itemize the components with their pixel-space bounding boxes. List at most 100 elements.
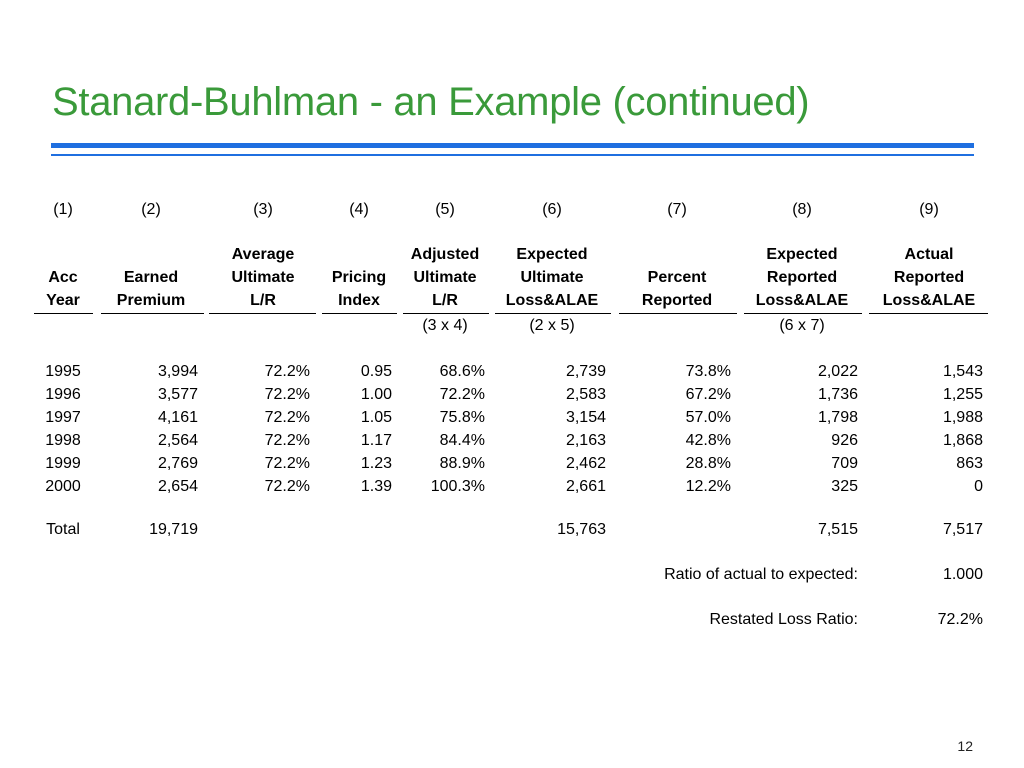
table-cell: 2,163 (565, 432, 606, 449)
column-number: (4) (349, 201, 369, 218)
column-header-line: Adjusted (410, 246, 480, 263)
table-cell: 4,161 (157, 409, 198, 426)
table-cell: 72.2% (264, 363, 310, 380)
table-cell: 2,654 (157, 478, 198, 495)
table-cell: 709 (831, 455, 858, 472)
table-cell: 75.8% (439, 409, 485, 426)
column-number: (3) (253, 201, 273, 218)
table-cell: 1996 (45, 386, 81, 403)
header-underline (869, 313, 988, 314)
table-cell: 72.2% (264, 455, 310, 472)
column-header-line: Ultimate (231, 269, 295, 286)
table-cell: 1999 (45, 455, 81, 472)
table-cell: 1,543 (942, 363, 983, 380)
table-cell: 926 (831, 432, 858, 449)
table-cell: 3,154 (565, 409, 606, 426)
table-cell: 72.2% (264, 386, 310, 403)
table-cell: 0.95 (360, 363, 392, 380)
table-cell: 1,255 (942, 386, 983, 403)
table-cell: 1995 (45, 363, 81, 380)
header-underline (101, 313, 204, 314)
column-header-line: Loss&ALAE (882, 292, 976, 309)
column-header-line: Expected (516, 246, 588, 263)
table-cell: 1.17 (360, 432, 392, 449)
table-cell: 1,868 (942, 432, 983, 449)
column-header-line: Actual (904, 246, 954, 263)
column-header-line: Acc (48, 269, 78, 286)
table-cell: 3,577 (157, 386, 198, 403)
column-number: (2) (141, 201, 161, 218)
column-formula: (3 x 4) (422, 317, 468, 334)
column-header-line: Loss&ALAE (505, 292, 599, 309)
slide-title: Stanard-Buhlman - an Example (continued) (52, 80, 810, 124)
table-cell: 12.2% (685, 478, 731, 495)
table-cell: 2,769 (157, 455, 198, 472)
table-cell: 2,022 (817, 363, 858, 380)
title-rule-thin (51, 154, 974, 156)
restated-loss-ratio-label: Restated Loss Ratio: (709, 611, 858, 628)
table-cell: 42.8% (685, 432, 731, 449)
column-number: (8) (792, 201, 812, 218)
header-underline (34, 313, 93, 314)
title-rule-thick (51, 143, 974, 148)
column-header-line: Expected (766, 246, 838, 263)
column-header-line: Reported (893, 269, 965, 286)
column-formula: (6 x 7) (779, 317, 825, 334)
column-number: (6) (542, 201, 562, 218)
column-formula: (2 x 5) (529, 317, 575, 334)
column-header-line: Premium (116, 292, 186, 309)
table-cell: 100.3% (430, 478, 485, 495)
header-underline (619, 313, 737, 314)
column-number: (5) (435, 201, 455, 218)
table-cell: 2,462 (565, 455, 606, 472)
column-header-line: Average (231, 246, 295, 263)
table-cell: 88.9% (439, 455, 485, 472)
header-underline (744, 313, 862, 314)
column-header-line: Reported (641, 292, 713, 309)
column-header-line: Pricing (331, 269, 387, 286)
header-underline (322, 313, 397, 314)
table-cell: 72.2% (264, 478, 310, 495)
column-header-line: Earned (123, 269, 179, 286)
column-header-line: L/R (432, 292, 458, 309)
table-cell: 1.05 (360, 409, 392, 426)
table-cell: 1,798 (817, 409, 858, 426)
column-number: (1) (53, 201, 73, 218)
ratio-label: Ratio of actual to expected: (664, 566, 858, 583)
table-cell: 2,739 (565, 363, 606, 380)
column-header-line: Year (46, 292, 80, 309)
column-header-line: Loss&ALAE (755, 292, 849, 309)
table-cell: 863 (956, 455, 983, 472)
total-label: Total (46, 521, 80, 538)
column-header-line: Ultimate (520, 269, 584, 286)
table-cell: 1,988 (942, 409, 983, 426)
table-cell: 1998 (45, 432, 81, 449)
table-cell: 3,994 (157, 363, 198, 380)
header-underline (403, 313, 489, 314)
table-cell: 1.23 (360, 455, 392, 472)
page-number: 12 (957, 738, 973, 754)
table-cell: 84.4% (439, 432, 485, 449)
table-cell: 1.39 (360, 478, 392, 495)
table-cell: 2000 (45, 478, 81, 495)
table-cell: 2,661 (565, 478, 606, 495)
column-header-line: L/R (250, 292, 276, 309)
header-underline (495, 313, 611, 314)
table-cell: 1,736 (817, 386, 858, 403)
table-cell: 72.2% (264, 409, 310, 426)
total-cell: 15,763 (557, 521, 606, 538)
header-underline (209, 313, 316, 314)
table-cell: 2,564 (157, 432, 198, 449)
column-number: (7) (667, 201, 687, 218)
table-cell: 1997 (45, 409, 81, 426)
table-cell: 1.00 (360, 386, 392, 403)
table-cell: 67.2% (685, 386, 731, 403)
restated-loss-ratio-value: 72.2% (937, 611, 983, 628)
table-cell: 57.0% (685, 409, 731, 426)
table-cell: 72.2% (264, 432, 310, 449)
total-cell: 7,515 (817, 521, 858, 538)
total-cell: 19,719 (149, 521, 198, 538)
table-cell: 0 (974, 478, 983, 495)
column-header-line: Reported (766, 269, 838, 286)
table-cell: 73.8% (685, 363, 731, 380)
